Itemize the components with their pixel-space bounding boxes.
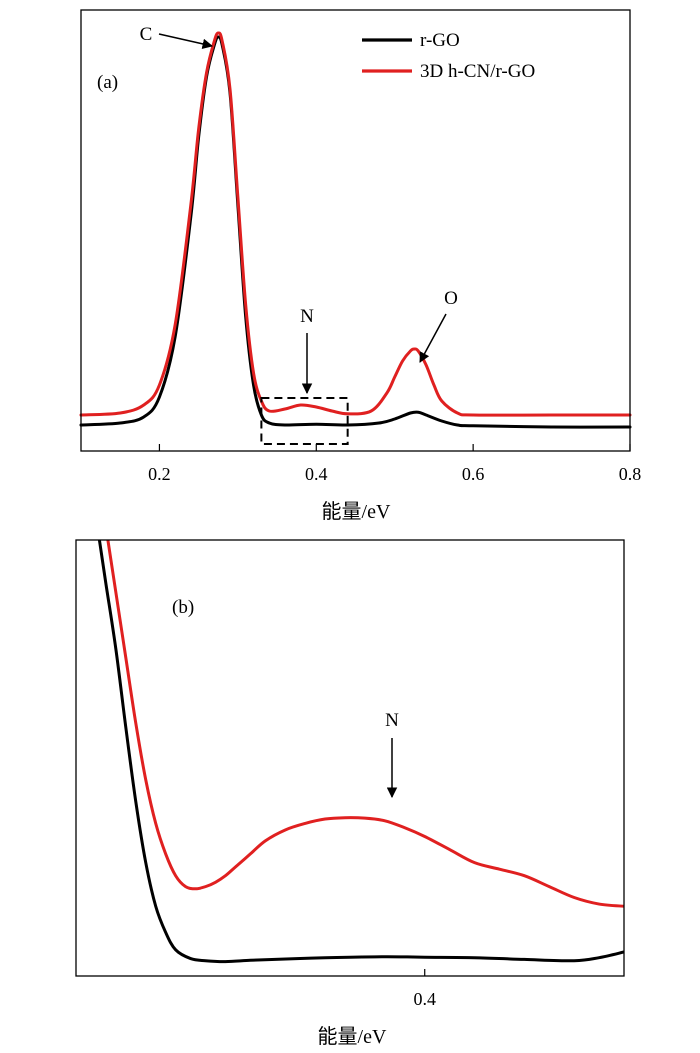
panel-b-series-r-go xyxy=(97,540,624,964)
panel-a-inset-box xyxy=(260,397,349,445)
panel-a-annotation-arrow-o xyxy=(419,313,447,363)
panel-b-frame xyxy=(75,539,625,977)
panel-a-xtick-label: 0.8 xyxy=(619,464,642,484)
panel-a-frame xyxy=(80,9,631,452)
panel-a-legend: r-GO 3D h-CN/r-GO xyxy=(362,30,535,82)
panel-a-series xyxy=(79,31,632,429)
panel-a-xtick-label: 0.6 xyxy=(462,464,485,484)
panel-b-series-3d-h-cn-r-go xyxy=(106,540,624,908)
panel-b-annotations: N xyxy=(385,710,399,799)
panel-b-xtick-label: 0.4 xyxy=(413,989,436,1009)
panel-b: 0.4 N (b) 能量/eV xyxy=(75,539,625,1048)
panel-a-annotation-arrow-c xyxy=(158,33,214,50)
panel-a-ticks: 0.2 0.4 0.6 0.8 xyxy=(148,444,641,484)
panel-a-annotation-c: C xyxy=(140,24,153,45)
panel-a-xtick-label: 0.4 xyxy=(305,464,328,484)
panel-b-annotation-n: N xyxy=(385,710,399,731)
panel-a-xlabel: 能量/eV xyxy=(322,500,391,523)
panel-b-ticks: 0.4 xyxy=(413,969,436,1009)
panel-a-series-3d-h-cn-r-go xyxy=(79,31,632,417)
panel-a-label: (a) xyxy=(97,72,118,93)
panel-a: 0.2 0.4 0.6 0.8 C N O (a) 能量/eV r-GO 3D h-CN/… xyxy=(79,9,641,523)
legend-label-h-cn: 3D h-CN/r-GO xyxy=(420,61,535,82)
panel-b-label: (b) xyxy=(172,597,194,618)
panel-a-annotation-n: N xyxy=(300,306,314,327)
panel-a-annotation-o: O xyxy=(444,288,458,309)
panel-a-annotations: C N O xyxy=(140,24,458,445)
panel-b-xlabel: 能量/eV xyxy=(318,1025,387,1048)
panel-b-series xyxy=(97,540,624,964)
panel-a-xtick-label: 0.2 xyxy=(148,464,171,484)
panel-a-series-r-go xyxy=(79,35,632,429)
legend-label-r-go: r-GO xyxy=(420,30,460,51)
